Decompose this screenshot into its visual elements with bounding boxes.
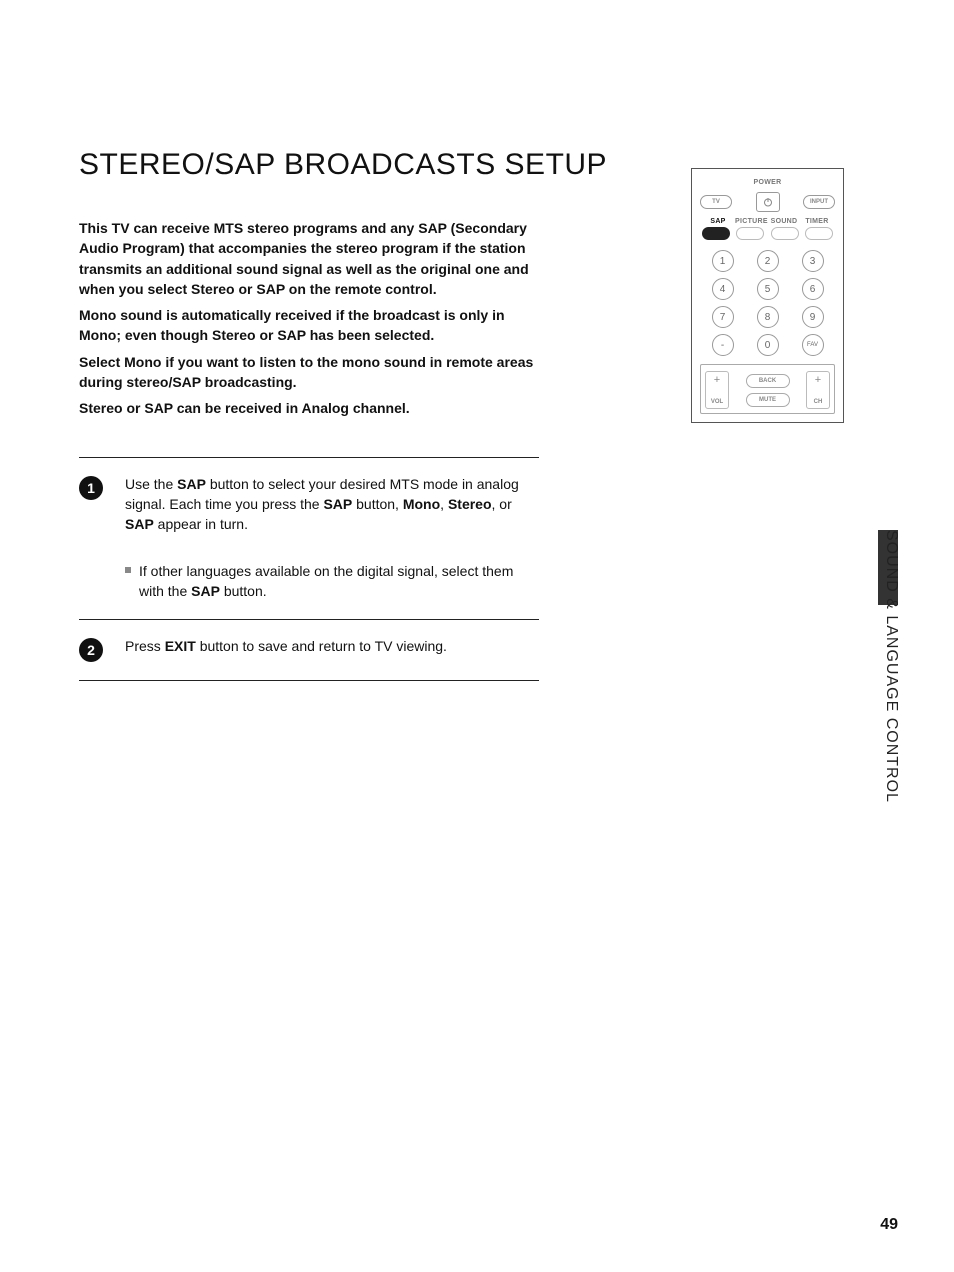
numpad-row: - 0 FAV xyxy=(700,334,835,356)
text: , or xyxy=(492,496,512,512)
bold-text: Mono xyxy=(403,496,440,512)
step-body: Press EXIT button to save and return to … xyxy=(125,636,539,662)
sound-button xyxy=(771,227,799,240)
text: Press xyxy=(125,638,165,654)
text: button to save and return to TV viewing. xyxy=(196,638,447,654)
num-button: 3 xyxy=(802,250,824,272)
ch-label: CH xyxy=(814,399,823,405)
tv-button: TV xyxy=(700,195,732,209)
numpad: 1 2 3 4 5 6 7 8 9 - 0 FAV xyxy=(700,250,835,356)
mute-button: MUTE xyxy=(746,393,790,407)
intro-paragraph: Select Mono if you want to listen to the… xyxy=(79,352,539,393)
fav-button: FAV xyxy=(802,334,824,356)
num-button: 1 xyxy=(712,250,734,272)
picture-label: PICTURE xyxy=(735,218,767,225)
bold-text: SAP xyxy=(177,476,206,492)
sap-label: SAP xyxy=(702,218,734,225)
section-side-label: SOUND & LANGUAGE CONTROL xyxy=(883,530,899,803)
step-2: 2 Press EXIT button to save and return t… xyxy=(79,620,539,680)
step-note: If other languages available on the digi… xyxy=(125,561,539,602)
plus-icon: + xyxy=(815,375,821,386)
sap-button xyxy=(702,227,730,240)
numpad-row: 4 5 6 xyxy=(700,278,835,300)
remote-mid-column: BACK MUTE xyxy=(746,374,790,407)
power-button xyxy=(756,192,780,212)
num-button: 0 xyxy=(757,334,779,356)
remote-diagram: POWER TV INPUT SAP PICTURE SOUND TIMER 1… xyxy=(691,168,844,423)
intro-block: This TV can receive MTS stereo programs … xyxy=(79,218,539,419)
sound-label: SOUND xyxy=(768,218,800,225)
step-text: Use the SAP button to select your desire… xyxy=(125,474,539,535)
numpad-row: 1 2 3 xyxy=(700,250,835,272)
remote-mode-buttons xyxy=(700,227,835,240)
rule xyxy=(79,680,539,681)
num-button: 6 xyxy=(802,278,824,300)
step-badge: 2 xyxy=(79,638,103,662)
bold-text: Stereo xyxy=(448,496,492,512)
bold-text: SAP xyxy=(323,496,352,512)
remote-mode-labels: SAP PICTURE SOUND TIMER xyxy=(700,218,835,225)
dash-button: - xyxy=(712,334,734,356)
num-button: 5 xyxy=(757,278,779,300)
num-button: 4 xyxy=(712,278,734,300)
bold-text: SAP xyxy=(191,583,220,599)
text: button, xyxy=(352,496,403,512)
vol-label: VOL xyxy=(711,399,723,405)
step-badge: 1 xyxy=(79,476,103,500)
num-button: 7 xyxy=(712,306,734,328)
num-button: 9 xyxy=(802,306,824,328)
intro-paragraph: Stereo or SAP can be received in Analog … xyxy=(79,398,539,418)
manual-page: STEREO/SAP BROADCASTS SETUP This TV can … xyxy=(0,0,954,1272)
intro-paragraph: This TV can receive MTS stereo programs … xyxy=(79,218,539,299)
back-button: BACK xyxy=(746,374,790,388)
text: button. xyxy=(220,583,267,599)
bullet-square-icon xyxy=(125,567,131,573)
plus-icon: + xyxy=(714,375,720,386)
page-number: 49 xyxy=(880,1216,898,1234)
text: Use the xyxy=(125,476,177,492)
remote-top-row: TV INPUT xyxy=(700,192,835,212)
note-text: If other languages available on the digi… xyxy=(139,561,539,602)
timer-label: TIMER xyxy=(801,218,833,225)
text: , xyxy=(440,496,448,512)
steps-block: 1 Use the SAP button to select your desi… xyxy=(79,457,539,681)
remote-power-label-row: POWER xyxy=(700,179,835,186)
vol-rocker: + VOL xyxy=(705,371,729,409)
input-button: INPUT xyxy=(803,195,835,209)
bold-text: SAP xyxy=(125,516,154,532)
bold-text: EXIT xyxy=(165,638,196,654)
ch-rocker: + CH xyxy=(806,371,830,409)
text: appear in turn. xyxy=(154,516,248,532)
remote-bottom-panel: + VOL BACK MUTE + CH xyxy=(700,364,835,414)
picture-button xyxy=(736,227,764,240)
timer-button xyxy=(805,227,833,240)
power-label: POWER xyxy=(754,179,782,186)
step-1: 1 Use the SAP button to select your desi… xyxy=(79,458,539,619)
step-body: Use the SAP button to select your desire… xyxy=(125,474,539,601)
numpad-row: 7 8 9 xyxy=(700,306,835,328)
num-button: 2 xyxy=(757,250,779,272)
intro-paragraph: Mono sound is automatically received if … xyxy=(79,305,539,346)
power-icon xyxy=(762,196,774,208)
num-button: 8 xyxy=(757,306,779,328)
